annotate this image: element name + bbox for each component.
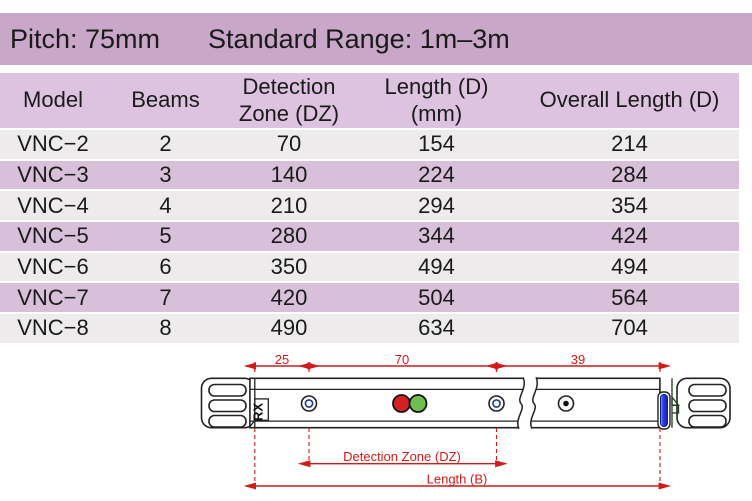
- svg-text:Length (B): Length (B): [427, 472, 488, 487]
- svg-text:Detection Zone (DZ): Detection Zone (DZ): [343, 449, 461, 464]
- svg-text:RX: RX: [251, 403, 266, 421]
- svg-text:25: 25: [275, 352, 289, 367]
- svg-text:70: 70: [395, 352, 409, 367]
- svg-text:39: 39: [571, 352, 585, 367]
